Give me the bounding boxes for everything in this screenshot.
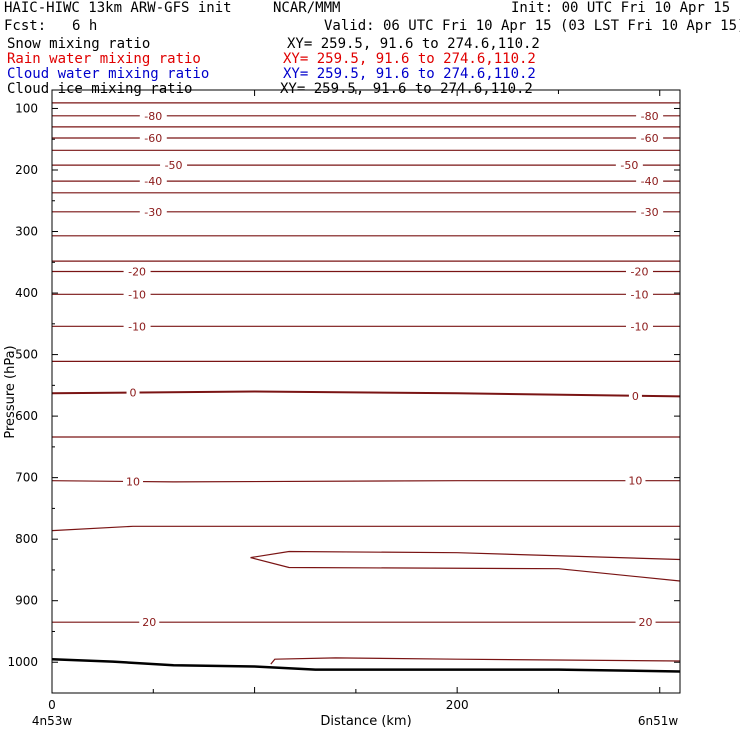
isotherm-label-bg	[139, 204, 167, 218]
legend-name-rain: Rain water mixing ratio	[7, 51, 201, 67]
x-tick-label: 0	[48, 698, 56, 712]
isotherm-line-20	[250, 550, 681, 561]
y-tick-label: 500	[15, 348, 38, 362]
x-tick-label: 200	[446, 698, 469, 712]
y-tick-label: 200	[15, 163, 38, 177]
isotherm-label-bg	[123, 287, 151, 301]
y-tick-label: 400	[15, 286, 38, 300]
init-time: Init: 00 UTC Fri 10 Apr 15	[511, 0, 731, 16]
isotherm-contours: -80 -80-60 -60-50 -50-40 -40-30 -30-20 -20-10-…	[51, 102, 681, 665]
y-tick-label: 600	[15, 409, 38, 423]
isotherm-label: -30	[641, 206, 659, 219]
isotherm-label-bg	[123, 319, 151, 333]
chart-source: NCAR/MMM	[273, 0, 341, 16]
legend-xy-rain: XY= 259.5, 91.6 to 274.6,110.2	[283, 51, 536, 67]
isotherm-label-bg	[636, 108, 664, 122]
isotherm-label: 20	[142, 616, 156, 629]
isotherm-label: -60	[641, 132, 659, 145]
isotherm-label: -20	[630, 266, 648, 279]
isotherm-label: -10	[128, 288, 146, 301]
isotherm-label-bg	[625, 473, 646, 487]
legend-name-cloud-water: Cloud water mixing ratio	[7, 66, 210, 82]
isotherm-label: 10	[628, 475, 642, 488]
legend-xy-cloud-ice: XY= 259.5, 91.6 to 274.6,110.2	[280, 81, 533, 97]
legend-xy-cloud-water: XY= 259.5, 91.6 to 274.6,110.2	[283, 66, 536, 82]
legend-name-snow: Snow mixing ratio	[7, 36, 151, 52]
y-tick-label: 700	[15, 471, 38, 485]
isotherm-line-21	[250, 557, 681, 582]
isotherm-label: -80	[641, 110, 659, 123]
y-tick-label: 900	[15, 594, 38, 608]
ground-line	[51, 657, 681, 673]
isotherm-label: 0	[130, 387, 137, 400]
isotherm-label-bg	[139, 174, 167, 188]
isotherm-label-bg	[139, 108, 167, 122]
isotherm-label: -60	[144, 132, 162, 145]
isotherm-line-17	[51, 480, 680, 483]
forecast-label: Fcst:	[4, 18, 47, 34]
chart-title: HAIC-HIWC 13km ARW-GFS init	[4, 0, 232, 16]
isotherm-label: -80	[144, 110, 162, 123]
isotherm-label: -10	[128, 320, 146, 333]
isotherm-label: -50	[165, 159, 183, 172]
isotherm-label-bg	[615, 158, 643, 172]
y-tick-label: 1000	[7, 655, 38, 669]
isotherm-label-bg	[139, 615, 160, 629]
isotherm-label: -10	[630, 320, 648, 333]
isotherm-label: -40	[641, 175, 659, 188]
isotherm-label-bg	[635, 615, 656, 629]
isotherm-label: -40	[144, 175, 162, 188]
x-axis-title: Distance (km)	[320, 714, 411, 729]
legend-name-cloud-ice: Cloud ice mixing ratio	[7, 81, 193, 97]
y-tick-label: 800	[15, 532, 38, 546]
isotherm-label-bg	[123, 264, 151, 278]
isotherm-label: -10	[630, 288, 648, 301]
isotherm-label-bg	[625, 264, 653, 278]
y-tick-label: 100	[15, 101, 38, 115]
isotherm-label: 20	[639, 616, 653, 629]
isotherm-line-22	[270, 657, 681, 665]
isotherm-label: 0	[632, 390, 639, 403]
x-end-location: 6n51w	[638, 714, 679, 728]
isotherm-label: -30	[144, 206, 162, 219]
forecast-hour: 6 h	[72, 18, 98, 34]
isotherm-label: -50	[620, 159, 638, 172]
isotherm-label-bg	[636, 130, 664, 144]
y-axis-title: Pressure (hPa)	[3, 345, 18, 438]
isotherm-line-18	[51, 525, 680, 532]
isotherm-label-bg	[126, 385, 140, 399]
isotherm-label-bg	[636, 174, 664, 188]
isotherm-label: 10	[126, 476, 140, 489]
isotherm-label-bg	[625, 319, 653, 333]
isotherm-label-bg	[628, 388, 642, 402]
legend-xy-snow: XY= 259.5, 91.6 to 274.6,110.2	[287, 36, 540, 52]
x-start-location: 4n53w	[32, 714, 73, 728]
terrain-surface	[51, 657, 681, 673]
isotherm-label: -20	[128, 266, 146, 279]
isotherm-label-bg	[636, 204, 664, 218]
isotherm-label-bg	[160, 158, 188, 172]
valid-time: Valid: 06 UTC Fri 10 Apr 15 (03 LST Fri …	[324, 18, 740, 34]
isotherm-label-bg	[139, 130, 167, 144]
isotherm-label-bg	[123, 474, 144, 488]
y-tick-label: 300	[15, 225, 38, 239]
isotherm-line-15	[51, 390, 681, 398]
isotherm-label-bg	[625, 287, 653, 301]
plot-frame	[51, 89, 681, 694]
